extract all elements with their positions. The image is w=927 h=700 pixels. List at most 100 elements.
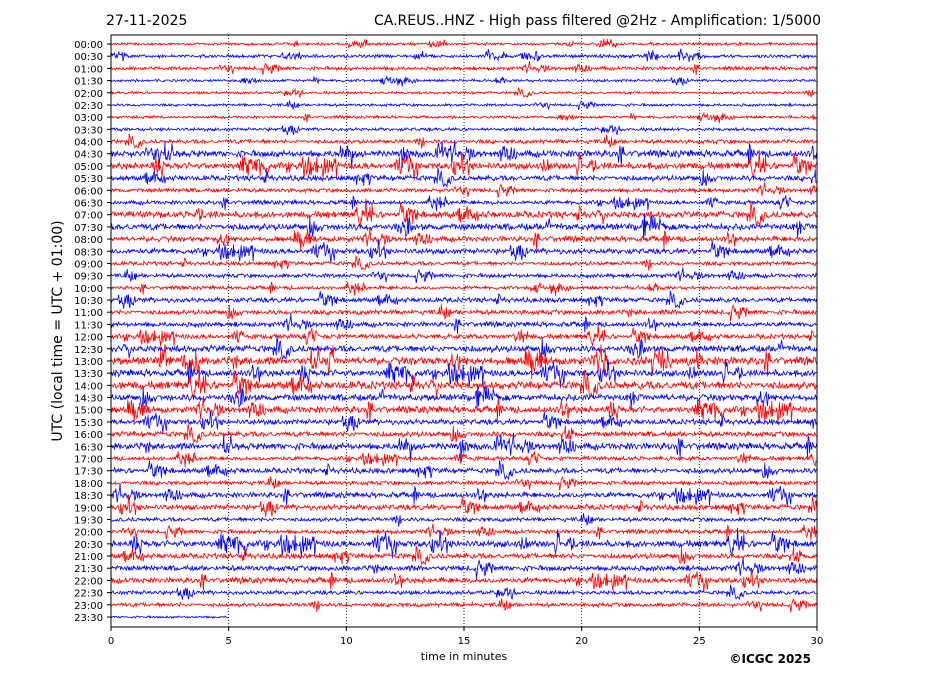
trace-1530 — [110, 410, 817, 434]
x-tick-label: 25 — [693, 636, 706, 647]
y-tick-label: 02:00 — [74, 89, 103, 100]
trace-0000 — [110, 38, 817, 49]
trace-0100 — [110, 61, 817, 76]
y-tick-label: 00:00 — [74, 40, 103, 51]
y-tick-label: 09:30 — [74, 272, 103, 283]
y-tick-label: 12:00 — [74, 333, 103, 344]
trace-0530 — [110, 167, 817, 189]
trace-1730 — [110, 460, 817, 481]
trace-2000 — [110, 523, 817, 541]
trace-2100 — [110, 545, 817, 566]
seismic-traces — [110, 38, 817, 619]
y-tick-label: 09:00 — [74, 259, 103, 270]
y-tick-label: 10:30 — [74, 296, 103, 307]
trace-2230 — [110, 584, 817, 601]
y-tick-label: 03:30 — [74, 125, 103, 136]
trace-2200 — [110, 569, 817, 593]
trace-0400 — [110, 133, 817, 150]
x-tick-label: 20 — [575, 636, 588, 647]
x-tick-label: 0 — [108, 636, 114, 647]
trace-1500 — [110, 395, 817, 425]
y-tick-label: 04:00 — [74, 138, 103, 149]
trace-2330 — [110, 615, 229, 619]
trace-1430 — [110, 383, 817, 411]
y-tick-label: 05:30 — [74, 174, 103, 185]
x-tick-label: 30 — [811, 636, 824, 647]
trace-2300 — [110, 598, 817, 613]
y-tick-label: 16:30 — [74, 442, 103, 453]
y-axis-label: UTC (local time = UTC + 01:00) — [50, 220, 66, 441]
trace-1200 — [110, 324, 817, 347]
y-tick-label: 01:30 — [74, 77, 103, 88]
y-tick-label: 06:00 — [74, 186, 103, 197]
trace-0130 — [110, 75, 817, 87]
trace-0730 — [110, 213, 817, 240]
plot-frame — [110, 34, 818, 628]
trace-0830 — [110, 239, 817, 263]
trace-1030 — [110, 290, 817, 309]
trace-1400 — [110, 366, 817, 400]
trace-0930 — [110, 267, 817, 284]
y-tick-label: 11:30 — [74, 320, 103, 331]
grid-lines — [228, 35, 700, 627]
trace-2130 — [110, 557, 817, 579]
chart-date: 27-11-2025 — [106, 13, 187, 29]
trace-1630 — [110, 432, 817, 462]
trace-0030 — [110, 48, 817, 63]
y-tick-label: 07:00 — [74, 211, 103, 222]
trace-1830 — [110, 484, 817, 507]
x-tick-label: 10 — [340, 636, 353, 647]
y-tick-label: 03:00 — [74, 113, 103, 124]
y-tick-label: 06:30 — [74, 198, 103, 209]
trace-1700 — [110, 451, 817, 468]
y-tick-label: 08:00 — [74, 235, 103, 246]
trace-0700 — [110, 198, 817, 227]
y-tick-label: 14:30 — [74, 394, 103, 405]
y-tick-label: 15:30 — [74, 418, 103, 429]
y-tick-label: 22:30 — [74, 589, 103, 600]
y-tick-label: 18:30 — [74, 491, 103, 502]
trace-0300 — [110, 111, 817, 124]
y-tick-label: 17:00 — [74, 455, 103, 466]
y-tick-label: 10:00 — [74, 284, 103, 295]
trace-1930 — [110, 512, 817, 527]
trace-0330 — [110, 124, 817, 136]
y-tick-label: 21:00 — [74, 552, 103, 563]
copyright: ©ICGC 2025 — [729, 652, 811, 666]
y-tick-label: 14:00 — [74, 381, 103, 392]
y-tick-label: 02:30 — [74, 101, 103, 112]
trace-0200 — [110, 87, 817, 98]
trace-0230 — [110, 100, 817, 111]
y-tick-label: 23:30 — [74, 613, 103, 624]
y-tick-label: 20:00 — [74, 528, 103, 539]
y-tick-label: 19:00 — [74, 503, 103, 514]
trace-0800 — [110, 228, 817, 252]
trace-1600 — [110, 423, 817, 445]
trace-1100 — [110, 304, 817, 322]
y-tick-label: 22:00 — [74, 576, 103, 587]
y-tick-label: 13:00 — [74, 357, 103, 368]
y-tick-label: 01:00 — [74, 64, 103, 75]
y-tick-label: 16:00 — [74, 430, 103, 441]
chart-title: CA.REUS..HNZ - High pass filtered @2Hz -… — [374, 13, 821, 29]
x-tick-labels: 0 5 10 15 20 25 30 — [108, 627, 824, 647]
y-tick-label: 23:00 — [74, 601, 103, 612]
x-tick-label: 5 — [225, 636, 231, 647]
y-tick-label: 18:00 — [74, 479, 103, 490]
y-tick-label: 12:30 — [74, 345, 103, 356]
trace-1000 — [110, 281, 817, 296]
trace-2030 — [110, 527, 817, 559]
y-tick-label: 15:00 — [74, 406, 103, 417]
y-tick-label: 05:00 — [74, 162, 103, 173]
trace-0430 — [110, 139, 817, 170]
y-tick-label: 08:30 — [74, 247, 103, 258]
y-tick-label: 00:30 — [74, 52, 103, 63]
trace-1330 — [110, 358, 817, 388]
y-tick-label: 07:30 — [74, 223, 103, 234]
y-tick-label: 21:30 — [74, 564, 103, 575]
trace-0600 — [110, 182, 817, 198]
y-tick-label: 13:30 — [74, 369, 103, 380]
trace-0630 — [110, 195, 817, 212]
